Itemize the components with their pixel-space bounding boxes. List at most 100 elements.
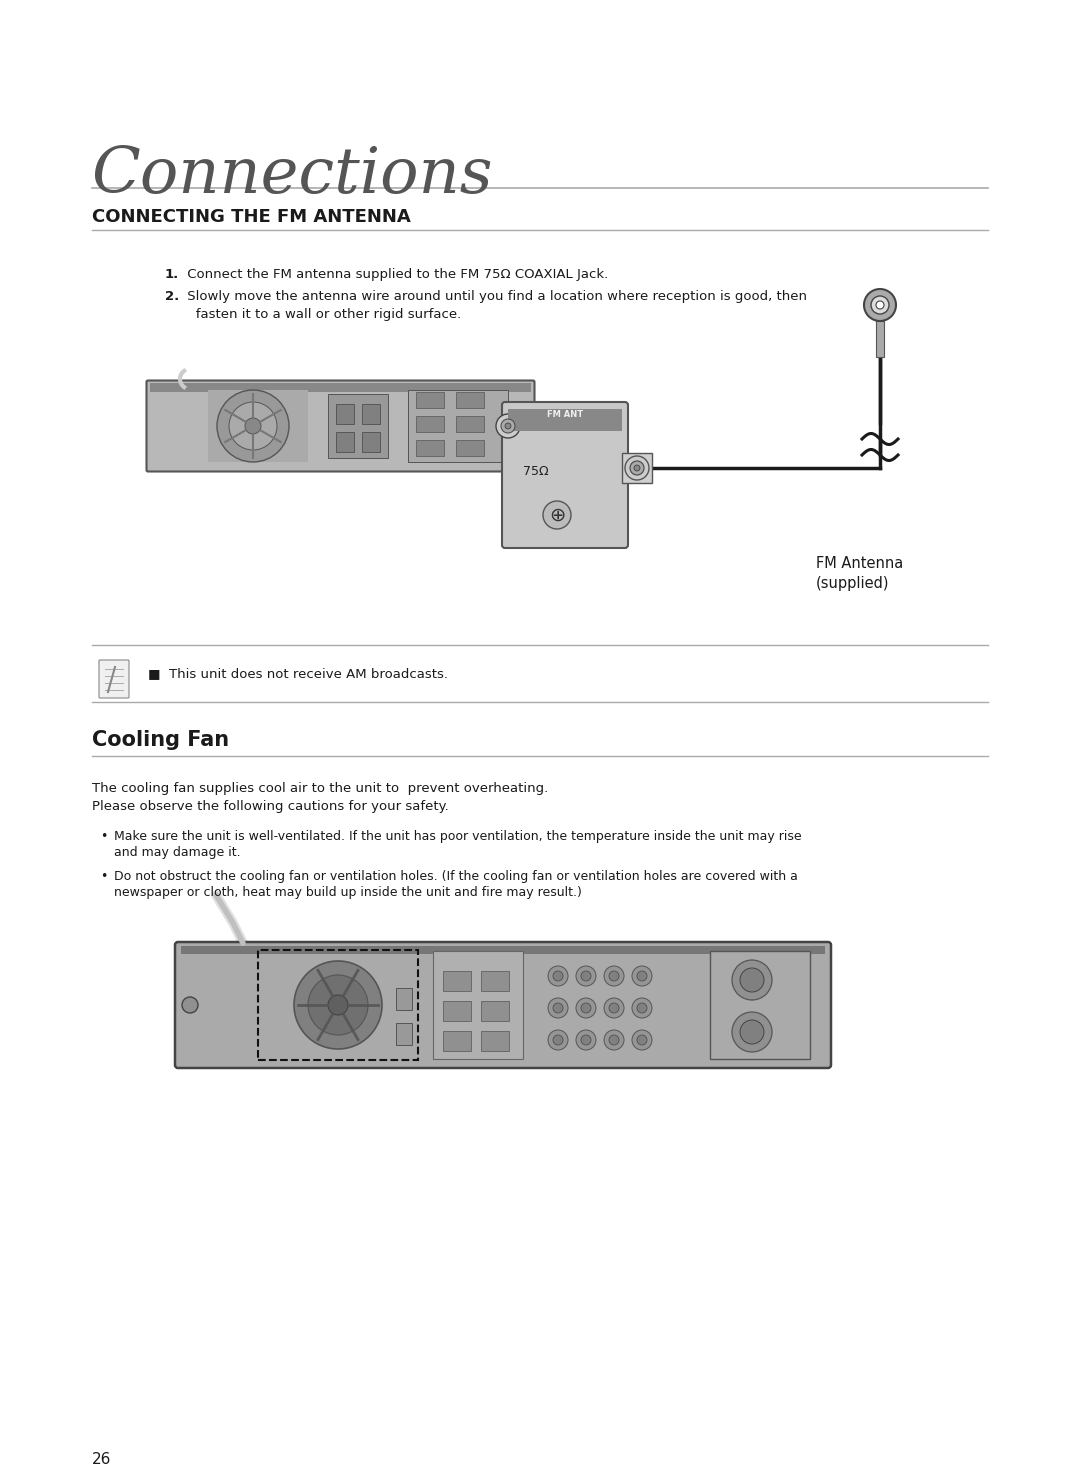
Bar — [710, 951, 810, 1058]
Bar — [416, 416, 444, 432]
Circle shape — [581, 1035, 591, 1045]
Bar — [416, 441, 444, 455]
Bar — [258, 951, 418, 1060]
Text: Connections: Connections — [92, 144, 494, 206]
FancyBboxPatch shape — [502, 402, 627, 548]
Bar — [481, 1030, 509, 1051]
Circle shape — [630, 461, 644, 475]
Text: Cooling Fan: Cooling Fan — [92, 730, 229, 750]
Text: 75Ω: 75Ω — [523, 464, 549, 478]
Text: The cooling fan supplies cool air to the unit to  prevent overheating.: The cooling fan supplies cool air to the… — [92, 783, 549, 794]
Bar — [443, 1030, 471, 1051]
Circle shape — [543, 501, 571, 529]
Bar — [362, 404, 380, 425]
Bar — [396, 1023, 411, 1045]
Circle shape — [634, 464, 640, 472]
Bar — [208, 391, 308, 461]
Text: Please observe the following cautions for your safety.: Please observe the following cautions fo… — [92, 800, 449, 814]
Circle shape — [229, 402, 276, 450]
Text: Make sure the unit is well-ventilated. If the unit has poor ventilation, the tem: Make sure the unit is well-ventilated. I… — [114, 830, 801, 843]
Circle shape — [609, 1002, 619, 1013]
Bar — [362, 432, 380, 453]
Text: 26: 26 — [92, 1452, 111, 1467]
Bar — [416, 392, 444, 408]
Text: FM ANT: FM ANT — [546, 410, 583, 419]
Bar — [443, 1001, 471, 1021]
Bar — [150, 383, 531, 392]
Text: ⊕: ⊕ — [549, 506, 565, 525]
Bar — [456, 441, 484, 455]
Circle shape — [632, 965, 652, 986]
Bar — [456, 416, 484, 432]
Circle shape — [604, 965, 624, 986]
Text: Slowly move the antenna wire around until you find a location where reception is: Slowly move the antenna wire around unti… — [183, 290, 807, 304]
Circle shape — [548, 965, 568, 986]
Text: Connect the FM antenna supplied to the FM 75Ω COAXIAL Jack.: Connect the FM antenna supplied to the F… — [183, 268, 608, 282]
Circle shape — [553, 1035, 563, 1045]
Bar — [336, 432, 354, 453]
Circle shape — [245, 419, 261, 433]
Text: CONNECTING THE FM ANTENNA: CONNECTING THE FM ANTENNA — [92, 208, 410, 226]
FancyBboxPatch shape — [147, 380, 535, 472]
Bar — [481, 1001, 509, 1021]
Circle shape — [576, 998, 596, 1019]
Circle shape — [625, 455, 649, 481]
Circle shape — [740, 1020, 764, 1044]
Circle shape — [496, 414, 519, 438]
Circle shape — [632, 998, 652, 1019]
Circle shape — [609, 971, 619, 982]
Text: ■  This unit does not receive AM broadcasts.: ■ This unit does not receive AM broadcas… — [148, 668, 448, 680]
Bar — [622, 453, 652, 483]
Circle shape — [870, 296, 889, 314]
Bar — [481, 971, 509, 991]
Circle shape — [604, 1030, 624, 1049]
Text: 2.: 2. — [165, 290, 179, 304]
Circle shape — [740, 968, 764, 992]
Circle shape — [553, 971, 563, 982]
Circle shape — [294, 961, 382, 1049]
Circle shape — [732, 1013, 772, 1052]
Circle shape — [581, 1002, 591, 1013]
Circle shape — [864, 289, 896, 321]
Circle shape — [328, 995, 348, 1016]
Bar — [181, 946, 825, 954]
Bar — [433, 951, 523, 1058]
Circle shape — [576, 965, 596, 986]
Bar — [396, 988, 411, 1010]
Circle shape — [637, 971, 647, 982]
Text: and may damage it.: and may damage it. — [114, 846, 241, 859]
Circle shape — [308, 974, 368, 1035]
Circle shape — [609, 1035, 619, 1045]
Circle shape — [732, 960, 772, 999]
Circle shape — [183, 996, 198, 1013]
Text: Do not obstruct the cooling fan or ventilation holes. (If the cooling fan or ven: Do not obstruct the cooling fan or venti… — [114, 870, 798, 883]
Text: •: • — [100, 870, 107, 883]
Text: FM Antenna: FM Antenna — [816, 556, 903, 570]
Text: newspaper or cloth, heat may build up inside the unit and fire may result.): newspaper or cloth, heat may build up in… — [114, 886, 582, 899]
Bar — [408, 391, 508, 461]
Circle shape — [581, 971, 591, 982]
Bar — [443, 971, 471, 991]
Circle shape — [548, 1030, 568, 1049]
Text: 1.: 1. — [165, 268, 179, 282]
Circle shape — [576, 1030, 596, 1049]
Text: fasten it to a wall or other rigid surface.: fasten it to a wall or other rigid surfa… — [183, 308, 461, 321]
Circle shape — [505, 423, 511, 429]
FancyBboxPatch shape — [99, 660, 129, 699]
Text: •: • — [100, 830, 107, 843]
Bar — [336, 404, 354, 425]
Bar — [328, 394, 388, 458]
Text: (supplied): (supplied) — [816, 576, 890, 591]
Circle shape — [553, 1002, 563, 1013]
Circle shape — [548, 998, 568, 1019]
Circle shape — [637, 1002, 647, 1013]
Bar — [456, 392, 484, 408]
Circle shape — [632, 1030, 652, 1049]
FancyBboxPatch shape — [175, 942, 831, 1069]
Circle shape — [604, 998, 624, 1019]
Circle shape — [501, 419, 515, 433]
Bar — [876, 321, 885, 357]
Circle shape — [637, 1035, 647, 1045]
Circle shape — [217, 391, 289, 461]
Bar — [508, 408, 622, 430]
